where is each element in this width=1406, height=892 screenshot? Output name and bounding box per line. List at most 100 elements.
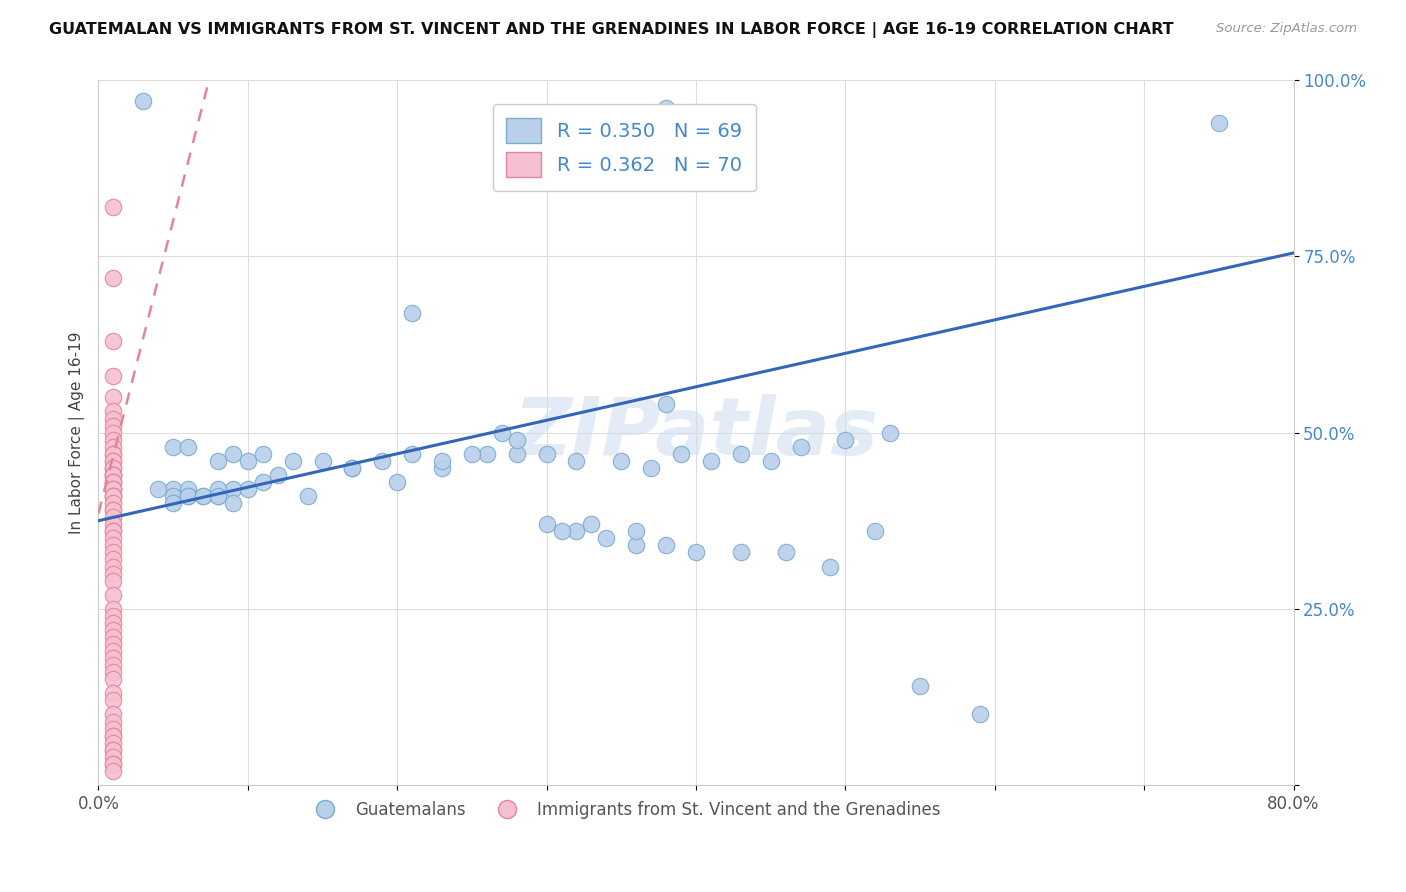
Point bbox=[103, 532, 125, 546]
Point bbox=[103, 454, 125, 468]
Point bbox=[730, 545, 752, 559]
Point bbox=[655, 397, 678, 411]
Point bbox=[879, 425, 901, 440]
Point bbox=[162, 489, 184, 503]
Point bbox=[297, 489, 319, 503]
Point bbox=[103, 651, 125, 665]
Point bbox=[820, 559, 842, 574]
Point bbox=[506, 433, 529, 447]
Point bbox=[236, 482, 259, 496]
Point bbox=[103, 482, 125, 496]
Point bbox=[191, 489, 214, 503]
Point bbox=[103, 623, 125, 637]
Point bbox=[103, 404, 125, 418]
Point bbox=[342, 460, 364, 475]
Point bbox=[103, 588, 125, 602]
Point bbox=[103, 475, 125, 489]
Point bbox=[103, 714, 125, 729]
Point bbox=[103, 736, 125, 750]
Point bbox=[252, 475, 274, 489]
Point bbox=[103, 489, 125, 503]
Point bbox=[103, 749, 125, 764]
Point bbox=[461, 447, 484, 461]
Point bbox=[222, 447, 245, 461]
Point bbox=[730, 447, 752, 461]
Point bbox=[103, 693, 125, 707]
Point bbox=[969, 707, 991, 722]
Point bbox=[655, 102, 678, 116]
Point bbox=[775, 545, 797, 559]
Point bbox=[103, 756, 125, 771]
Point bbox=[177, 482, 200, 496]
Point bbox=[103, 707, 125, 722]
Point bbox=[103, 467, 125, 482]
Point bbox=[103, 447, 125, 461]
Point bbox=[252, 447, 274, 461]
Point bbox=[103, 742, 125, 756]
Point bbox=[191, 489, 214, 503]
Point bbox=[162, 496, 184, 510]
Point bbox=[103, 391, 125, 405]
Point bbox=[371, 454, 394, 468]
Point bbox=[610, 454, 633, 468]
Point bbox=[207, 454, 229, 468]
Point bbox=[103, 517, 125, 532]
Point bbox=[103, 756, 125, 771]
Point bbox=[207, 489, 229, 503]
Point bbox=[222, 482, 245, 496]
Point bbox=[655, 538, 678, 552]
Point bbox=[103, 425, 125, 440]
Point bbox=[475, 447, 498, 461]
Point bbox=[103, 722, 125, 736]
Point bbox=[103, 475, 125, 489]
Text: Source: ZipAtlas.com: Source: ZipAtlas.com bbox=[1216, 22, 1357, 36]
Text: GUATEMALAN VS IMMIGRANTS FROM ST. VINCENT AND THE GRENADINES IN LABOR FORCE | AG: GUATEMALAN VS IMMIGRANTS FROM ST. VINCEN… bbox=[49, 22, 1174, 38]
Point bbox=[401, 447, 423, 461]
Point bbox=[207, 482, 229, 496]
Point bbox=[103, 510, 125, 524]
Point bbox=[103, 552, 125, 566]
Point bbox=[581, 517, 603, 532]
Point bbox=[491, 425, 513, 440]
Point bbox=[103, 658, 125, 673]
Point bbox=[103, 503, 125, 517]
Point bbox=[103, 447, 125, 461]
Point bbox=[103, 433, 125, 447]
Point bbox=[103, 482, 125, 496]
Point bbox=[267, 467, 290, 482]
Point bbox=[103, 742, 125, 756]
Point bbox=[103, 489, 125, 503]
Point bbox=[103, 467, 125, 482]
Point bbox=[103, 334, 125, 348]
Point bbox=[1208, 115, 1230, 129]
Point bbox=[865, 524, 887, 539]
Legend: Guatemalans, Immigrants from St. Vincent and the Grenadines: Guatemalans, Immigrants from St. Vincent… bbox=[301, 795, 948, 826]
Point bbox=[595, 532, 617, 546]
Point bbox=[177, 489, 200, 503]
Point bbox=[103, 673, 125, 687]
Point bbox=[177, 489, 200, 503]
Point bbox=[103, 475, 125, 489]
Point bbox=[236, 454, 259, 468]
Point bbox=[103, 200, 125, 214]
Point bbox=[103, 482, 125, 496]
Point bbox=[789, 440, 811, 454]
Point bbox=[759, 454, 782, 468]
Point bbox=[177, 440, 200, 454]
Point bbox=[103, 559, 125, 574]
Point bbox=[626, 524, 648, 539]
Point bbox=[148, 482, 170, 496]
Point bbox=[342, 460, 364, 475]
Point bbox=[536, 447, 558, 461]
Point bbox=[207, 489, 229, 503]
Point bbox=[103, 460, 125, 475]
Point bbox=[311, 454, 333, 468]
Point bbox=[430, 460, 453, 475]
Point bbox=[506, 447, 529, 461]
Point bbox=[103, 524, 125, 539]
Point bbox=[103, 615, 125, 630]
Point bbox=[162, 482, 184, 496]
Point bbox=[103, 630, 125, 644]
Point bbox=[103, 418, 125, 433]
Point bbox=[103, 729, 125, 743]
